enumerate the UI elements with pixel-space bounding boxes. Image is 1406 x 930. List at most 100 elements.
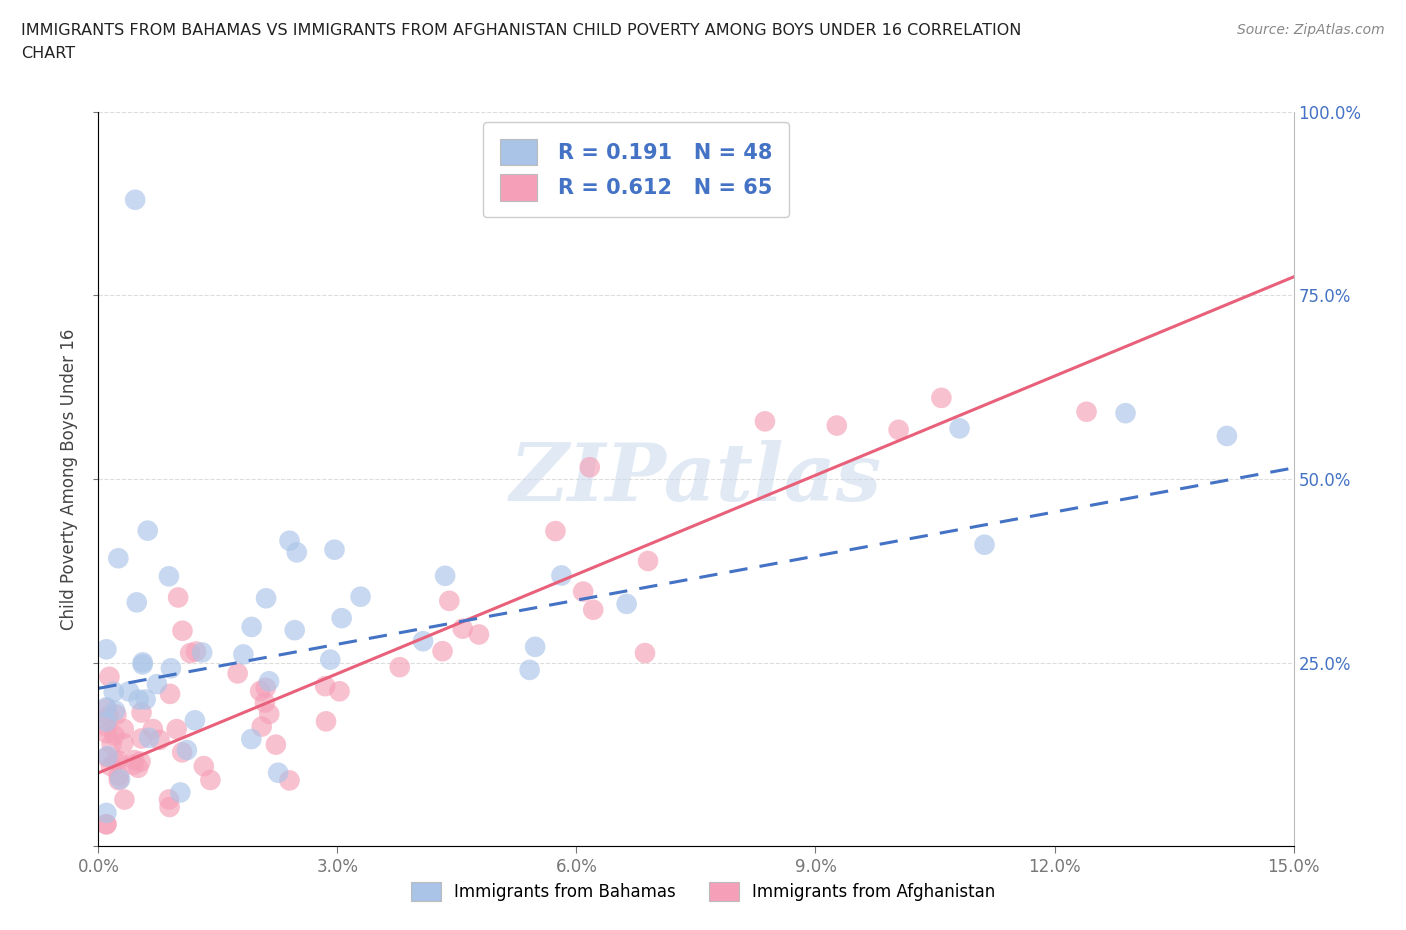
Point [104, 753, 127, 768]
Point [1216, 429, 1239, 444]
Point [191, 645, 214, 660]
Point [107, 773, 129, 788]
Point [104, 703, 127, 718]
Point [146, 677, 169, 692]
Point [142, 722, 165, 737]
Point [572, 584, 595, 599]
Y-axis label: Child Poverty Among Boys Under 16: Child Poverty Among Boys Under 16 [59, 328, 77, 630]
Point [582, 603, 605, 618]
Text: Source: ZipAtlas.com: Source: ZipAtlas.com [1237, 23, 1385, 37]
Point [157, 569, 180, 584]
Point [328, 684, 350, 698]
Point [253, 695, 276, 710]
Point [468, 627, 491, 642]
Point [118, 684, 141, 699]
Point [825, 418, 848, 433]
Point [887, 422, 910, 437]
Point [159, 686, 181, 701]
Text: CHART: CHART [21, 46, 75, 61]
Point [122, 758, 145, 773]
Point [319, 652, 342, 667]
Point [159, 800, 181, 815]
Point [931, 391, 953, 405]
Point [131, 658, 153, 672]
Point [257, 707, 280, 722]
Point [125, 595, 148, 610]
Point [136, 524, 159, 538]
Point [128, 692, 150, 707]
Point [112, 736, 135, 751]
Point [544, 524, 567, 538]
Point [434, 568, 457, 583]
Point [108, 772, 131, 787]
Point [184, 644, 207, 659]
Point [96, 750, 118, 764]
Point [166, 722, 188, 737]
Point [107, 551, 129, 565]
Point [200, 773, 222, 788]
Point [103, 684, 125, 699]
Point [285, 545, 308, 560]
Point [107, 768, 129, 783]
Point [100, 759, 122, 774]
Point [264, 737, 287, 752]
Point [112, 722, 135, 737]
Point [254, 591, 277, 605]
Point [96, 817, 118, 831]
Point [973, 538, 995, 552]
Point [124, 193, 146, 207]
Point [278, 773, 301, 788]
Point [388, 659, 411, 674]
Point [105, 708, 128, 723]
Point [249, 684, 271, 698]
Point [138, 730, 160, 745]
Point [412, 633, 434, 648]
Point [250, 719, 273, 734]
Point [96, 805, 118, 820]
Point [98, 670, 121, 684]
Point [96, 642, 118, 657]
Point [184, 713, 207, 728]
Point [96, 700, 118, 715]
Point [278, 533, 301, 548]
Point [131, 705, 153, 720]
Point [176, 743, 198, 758]
Point [439, 593, 461, 608]
Legend: Immigrants from Bahamas, Immigrants from Afghanistan: Immigrants from Bahamas, Immigrants from… [404, 875, 1002, 908]
Point [131, 731, 153, 746]
Point [129, 754, 152, 769]
Point [754, 414, 776, 429]
Point [114, 792, 136, 807]
Point [96, 817, 118, 831]
Text: IMMIGRANTS FROM BAHAMAS VS IMMIGRANTS FROM AFGHANISTAN CHILD POVERTY AMONG BOYS : IMMIGRANTS FROM BAHAMAS VS IMMIGRANTS FR… [21, 23, 1022, 38]
Point [349, 590, 371, 604]
Point [257, 674, 280, 689]
Point [232, 647, 254, 662]
Point [103, 728, 125, 743]
Point [169, 785, 191, 800]
Point [323, 542, 346, 557]
Point [172, 745, 194, 760]
Text: ZIPatlas: ZIPatlas [510, 440, 882, 518]
Point [100, 737, 122, 751]
Point [122, 752, 145, 767]
Point [314, 679, 336, 694]
Point [254, 681, 277, 696]
Point [240, 732, 263, 747]
Point [96, 725, 118, 740]
Point [284, 623, 307, 638]
Point [107, 753, 129, 768]
Point [148, 733, 170, 748]
Point [96, 749, 118, 764]
Point [519, 662, 541, 677]
Point [634, 645, 657, 660]
Point [451, 621, 474, 636]
Point [179, 645, 201, 660]
Point [1076, 405, 1098, 419]
Point [96, 714, 118, 729]
Point [193, 759, 215, 774]
Point [132, 655, 155, 670]
Point [127, 761, 149, 776]
Point [550, 568, 572, 583]
Point [1115, 405, 1137, 420]
